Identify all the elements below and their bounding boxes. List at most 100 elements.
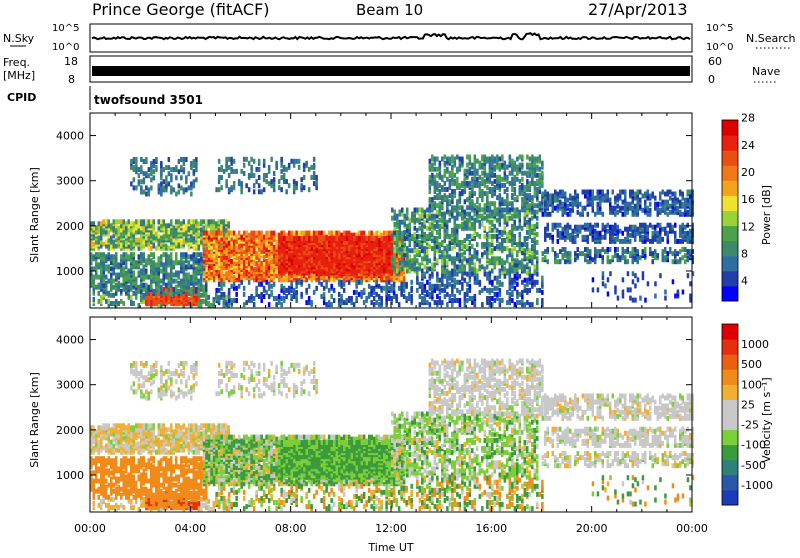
power-cell (473, 252, 476, 258)
power-cell (285, 236, 289, 241)
power-cell (431, 223, 434, 229)
power-cell (137, 303, 140, 308)
power-cell (270, 283, 273, 289)
power-cell (423, 246, 426, 252)
power-cell (157, 233, 160, 239)
power-cell (130, 181, 133, 187)
power-cell (177, 169, 181, 175)
power-cell (418, 233, 421, 239)
power-cell (528, 266, 531, 272)
power-cell (142, 286, 145, 292)
power-cell (240, 234, 243, 240)
power-cell (300, 279, 303, 285)
power-cell (237, 254, 241, 260)
power-cell (212, 225, 215, 231)
power-cell (185, 179, 188, 185)
power-cell (190, 286, 193, 292)
power-cell (398, 250, 401, 256)
power-cell (295, 279, 298, 285)
power-cell (275, 296, 278, 301)
power-cell (367, 277, 371, 283)
power-cell (283, 254, 286, 260)
power-cell (242, 244, 246, 250)
power-cell (428, 231, 431, 237)
power-cell (192, 227, 195, 233)
power-cell (157, 297, 161, 303)
power-cell (195, 227, 198, 233)
power-cell (511, 223, 514, 229)
power-cell (182, 231, 185, 237)
power-cell (340, 236, 344, 241)
power-cell (252, 302, 256, 308)
power-cell (260, 291, 263, 297)
power-cell (272, 252, 276, 258)
power-cell (398, 233, 401, 239)
power-cell (431, 162, 434, 168)
power-cell (466, 211, 469, 217)
power-cell (222, 225, 225, 231)
power-cell (192, 235, 195, 241)
power-cell (267, 230, 271, 236)
power-cell (508, 233, 511, 239)
power-cell (220, 294, 223, 300)
power-cell (526, 219, 529, 225)
power-cell (443, 268, 446, 274)
power-cell (473, 262, 476, 268)
power-cell (267, 265, 271, 271)
power-cell (375, 291, 378, 297)
power-cell (463, 250, 466, 256)
power-cell (400, 252, 403, 258)
power-cell (160, 278, 163, 284)
power-cell (307, 230, 311, 236)
power-cell (152, 235, 155, 241)
power-cell (398, 260, 401, 266)
power-cell (493, 264, 496, 270)
power-cell (388, 236, 391, 241)
power-cell (147, 167, 151, 173)
power-cell (175, 229, 178, 235)
power-cell (290, 158, 293, 164)
power-cell (240, 242, 243, 248)
power-cell (461, 268, 464, 274)
power-cell (215, 287, 218, 293)
power-cell (267, 285, 271, 291)
power-cell (122, 239, 125, 245)
power-cell (212, 277, 216, 283)
power-cell (363, 264, 366, 270)
power-cell (355, 273, 358, 279)
power-cell (137, 270, 140, 276)
power-cell (496, 233, 499, 239)
power-cell (433, 236, 436, 241)
power-cell (237, 259, 241, 264)
power-cell (152, 219, 155, 225)
power-cell (478, 213, 481, 219)
power-cell (275, 238, 278, 244)
power-cell (212, 265, 216, 271)
power-cell (235, 267, 238, 273)
power-cell (518, 223, 521, 229)
power-cell (357, 271, 361, 277)
power-cell (247, 279, 251, 285)
power-cell (365, 296, 368, 301)
power-cell (416, 227, 419, 233)
power-cell (295, 185, 298, 191)
power-cell (441, 211, 444, 217)
power-cell (170, 260, 173, 266)
power-cell (511, 256, 514, 262)
power-cell (157, 237, 160, 243)
station-title: Prince George (fitACF) (92, 0, 270, 19)
freq-label-line1: Freq. (3, 56, 30, 69)
power-cell (140, 225, 143, 231)
power-cell (330, 236, 334, 241)
power-cell (142, 264, 145, 270)
power-cell (513, 233, 516, 239)
power-cell (421, 268, 424, 274)
power-cell (300, 177, 303, 183)
power-cell (220, 291, 223, 297)
power-cell (453, 260, 456, 266)
power-cell (498, 229, 501, 235)
power-cell (436, 244, 439, 250)
power-cell (506, 258, 509, 264)
power-cell (152, 163, 156, 169)
power-cell (317, 275, 321, 281)
